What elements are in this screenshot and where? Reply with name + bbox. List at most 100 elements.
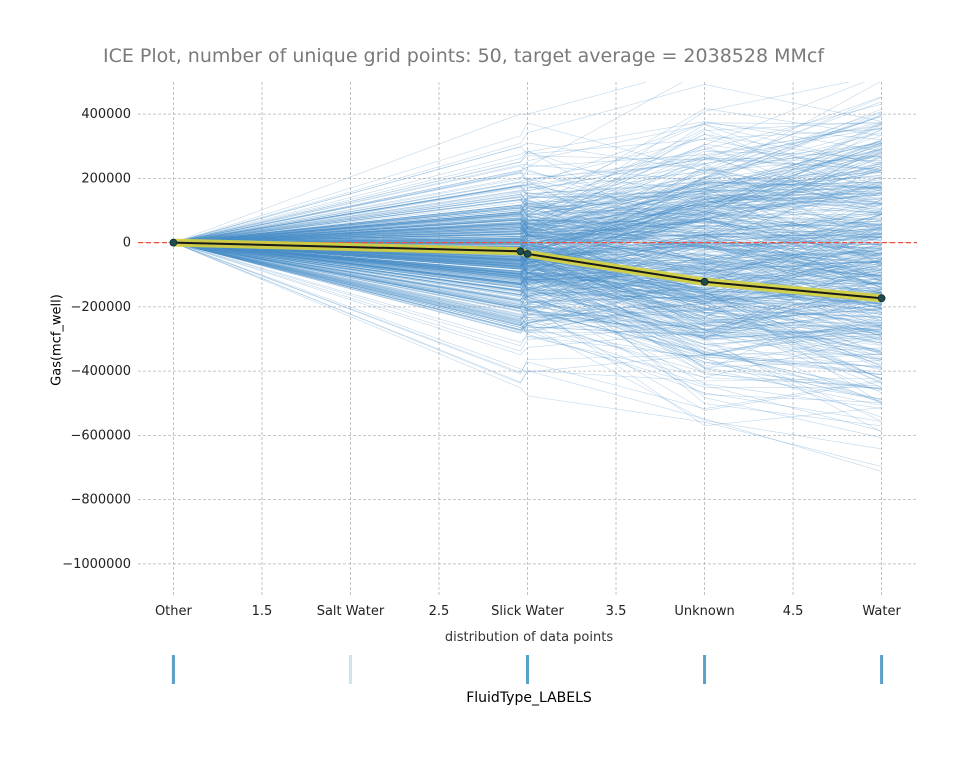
ice-line: [173, 143, 882, 243]
ice-line: [173, 194, 882, 297]
ice-line: [173, 155, 882, 243]
ice-line: [173, 242, 882, 335]
ice-line: [173, 234, 882, 281]
ice-line: [173, 183, 882, 243]
ice-line: [173, 152, 882, 267]
ice-line: [173, 234, 882, 288]
ice-line: [173, 191, 882, 243]
ice-line: [173, 173, 882, 243]
ice-line: [173, 199, 882, 260]
ice-line: [173, 188, 882, 243]
ice-line: [173, 242, 882, 286]
ice-line: [173, 242, 882, 326]
ice-line: [173, 242, 882, 340]
ice-line: [173, 153, 882, 243]
ice-line: [173, 192, 882, 243]
ice-line: [173, 242, 882, 360]
ice-line: [173, 213, 882, 281]
ice-line: [173, 242, 882, 357]
ice-line: [173, 181, 882, 265]
ice-line: [173, 212, 882, 243]
ice-line: [173, 228, 882, 276]
ice-line: [173, 121, 882, 246]
ice-line: [173, 151, 882, 243]
ice-line: [173, 242, 882, 427]
ice-line: [173, 170, 882, 287]
ice-line: [173, 242, 882, 318]
ice-line: [173, 96, 882, 243]
ice-line: [173, 238, 882, 285]
ice-line: [173, 242, 882, 313]
ice-line: [173, 242, 882, 375]
ice-line: [173, 242, 882, 403]
y-tick-label: −200000: [70, 300, 131, 315]
y-tick-labels: 400000 200000 0 −200000 −400000 −600000 −80000…: [62, 107, 131, 572]
ice-line: [173, 242, 882, 303]
ice-line: [173, 242, 882, 371]
ice-line: [173, 168, 882, 271]
ice-line: [173, 186, 882, 282]
ice-line: [173, 242, 882, 341]
ice-line: [173, 207, 882, 276]
ice-line: [173, 242, 882, 400]
ice-line: [173, 242, 882, 278]
ice-line: [173, 242, 882, 390]
y-tick-label: −800000: [70, 493, 131, 508]
ice-line: [173, 242, 882, 422]
ice-line: [173, 242, 882, 346]
x-tick-label: Unknown: [674, 604, 734, 619]
ice-line: [173, 143, 882, 243]
ice-line: [173, 242, 882, 291]
ice-line: [173, 242, 882, 389]
ice-line: [173, 160, 882, 243]
ice-line: [173, 242, 882, 352]
x-tick-label: Slick Water: [491, 604, 564, 619]
ice-line: [173, 148, 882, 243]
ice-line: [173, 242, 882, 324]
ice-line: [173, 242, 882, 365]
ice-line: [173, 242, 882, 388]
ice-line: [173, 242, 882, 340]
ice-line: [173, 217, 882, 272]
ice-line: [173, 142, 882, 281]
ice-line: [173, 234, 882, 300]
ice-line: [173, 242, 882, 338]
ice-line: [173, 169, 882, 249]
ice-line: [173, 148, 882, 243]
ice-line: [173, 217, 882, 277]
ice-line: [173, 143, 882, 243]
ice-line: [173, 142, 882, 243]
ice-line: [173, 181, 882, 269]
ice-line: [173, 242, 882, 332]
ice-line: [173, 169, 882, 254]
ice-line: [173, 242, 882, 282]
ice-line: [173, 154, 882, 243]
ice-line: [173, 242, 882, 326]
ice-line: [173, 234, 882, 367]
ice-line: [173, 242, 882, 372]
ice-line: [173, 242, 882, 290]
ice-line: [173, 183, 882, 277]
ice-line: [173, 111, 882, 243]
ice-line: [173, 183, 882, 261]
ice-line: [173, 236, 882, 322]
ice-line: [173, 242, 882, 338]
ice-line: [173, 242, 882, 358]
ice-line: [173, 122, 882, 243]
ice-line: [173, 84, 882, 243]
ice-line: [173, 242, 882, 368]
ice-line: [173, 202, 882, 243]
ice-line: [173, 203, 882, 282]
ice-line: [173, 157, 882, 258]
ice-line: [173, 145, 882, 243]
ice-line: [173, 242, 882, 333]
ice-line: [173, 166, 882, 251]
ice-line: [173, 128, 882, 243]
ice-line: [173, 128, 882, 243]
ice-line: [173, 242, 882, 286]
ice-line: [173, 218, 882, 260]
ice-line: [173, 165, 882, 243]
ice-line: [173, 182, 882, 243]
ice-line: [173, 242, 882, 334]
ice-line: [173, 227, 882, 279]
